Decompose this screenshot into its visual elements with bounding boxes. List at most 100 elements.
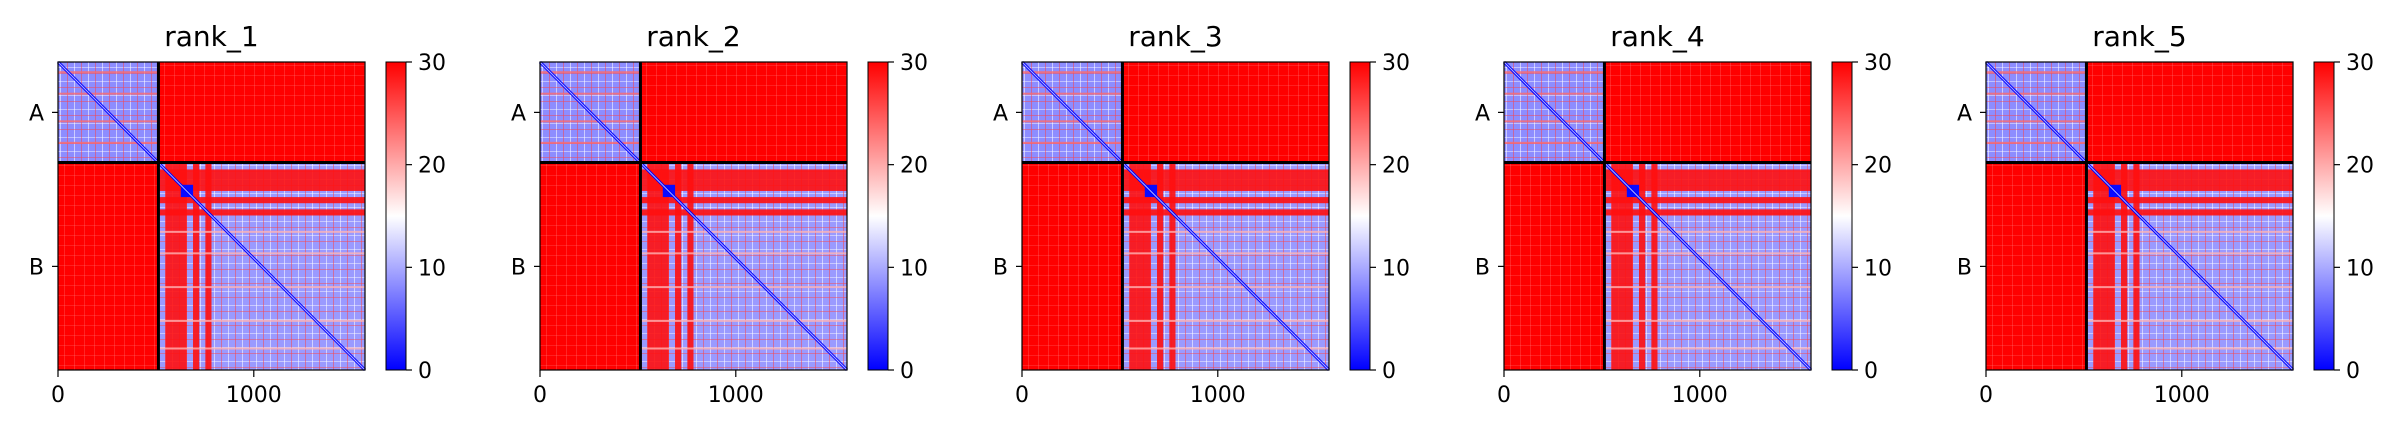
band-row	[1504, 92, 1605, 95]
band-row	[1504, 141, 1605, 144]
x-tick-label: 0	[1979, 383, 1993, 408]
colorbar-tick-label: 0	[418, 359, 432, 384]
band-row	[1504, 71, 1605, 74]
colorbar-gradient	[1831, 61, 1853, 371]
colorbar: 0 10 20 30	[867, 51, 928, 384]
band-row	[1986, 120, 2087, 123]
flex-stripe-col	[675, 162, 682, 370]
band-row	[640, 230, 847, 233]
band-row	[540, 71, 641, 74]
colorbar-tick-label: 0	[2346, 359, 2360, 384]
colorbar-tick-label: 20	[1382, 154, 1410, 179]
band-row	[1022, 71, 1123, 74]
panel-title: rank_1	[164, 20, 258, 53]
colorbar-tick-label: 30	[2346, 51, 2374, 76]
band-row	[540, 120, 641, 123]
band-row	[58, 71, 159, 74]
y-tick-label: A	[29, 101, 44, 126]
band-row	[1986, 141, 2087, 144]
band-row	[158, 286, 365, 289]
band-row	[1986, 92, 2087, 95]
x-tick-label: 1000	[1672, 383, 1728, 408]
colorbar-tick-label: 0	[1864, 359, 1878, 384]
band-row	[2086, 347, 2293, 350]
y-tick-label: B	[1957, 255, 1972, 280]
band-row	[640, 347, 847, 350]
flex-stripe-row	[1604, 197, 1811, 204]
heatmap-frame	[1503, 61, 1812, 371]
heatmap-panel: rank_2 A B 0 1000 0 10 20 30	[511, 20, 928, 408]
band-row	[1986, 71, 2087, 74]
heatmap-frame	[57, 61, 366, 371]
x-tick-label: 1000	[708, 383, 764, 408]
band-row	[58, 120, 159, 123]
x-tick-label: 0	[51, 383, 65, 408]
x-tick-label: 0	[533, 383, 547, 408]
band-row	[1022, 141, 1123, 144]
colorbar: 0 10 20 30	[385, 51, 446, 384]
colorbar: 0 10 20 30	[1349, 51, 1410, 384]
colorbar-tick-label: 10	[1864, 256, 1892, 281]
flex-stripe-col	[1651, 162, 1658, 370]
heatmap-panel: rank_1 A B 0 1000 0 10 20 30	[29, 20, 446, 408]
flex-stripe-col	[1639, 162, 1646, 370]
colorbar: 0 10 20 30	[1831, 51, 1892, 384]
colorbar-tick-label: 30	[1864, 51, 1892, 76]
band-row	[1022, 120, 1123, 123]
y-tick-label: B	[993, 255, 1008, 280]
colorbar-tick-label: 30	[1382, 51, 1410, 76]
flex-stripe-row	[1122, 209, 1329, 216]
band-row	[58, 141, 159, 144]
colorbar-gradient	[1349, 61, 1371, 371]
band-row	[58, 92, 159, 95]
band-row	[2086, 252, 2293, 255]
y-tick-label: A	[993, 101, 1008, 126]
band-row	[1604, 319, 1811, 322]
colorbar-tick-label: 10	[2346, 256, 2374, 281]
band-row	[540, 92, 641, 95]
band-row	[1604, 286, 1811, 289]
flex-stripe-col	[687, 162, 694, 370]
band-row	[2086, 286, 2293, 289]
band-row	[158, 319, 365, 322]
heatmap-panel: rank_5 A B 0 1000 0 10 20 30	[1957, 20, 2374, 408]
band-row	[1504, 120, 1605, 123]
colorbar-tick-label: 20	[2346, 154, 2374, 179]
flex-stripe-col	[1157, 162, 1164, 370]
band-row	[1604, 252, 1811, 255]
x-tick-label: 1000	[2154, 383, 2210, 408]
colorbar-tick-label: 30	[900, 51, 928, 76]
colorbar-tick-label: 10	[418, 256, 446, 281]
band-row	[1122, 230, 1329, 233]
flex-stripe-row	[640, 197, 847, 204]
flex-stripe-row	[158, 209, 365, 216]
diagonal-highlight	[1985, 61, 2294, 371]
flex-stripe-row	[1604, 209, 1811, 216]
colorbar-gradient	[385, 61, 407, 371]
flex-stripe-row	[1122, 197, 1329, 204]
band-row	[2086, 319, 2293, 322]
x-tick-label: 1000	[226, 383, 282, 408]
band-row	[158, 252, 365, 255]
heatmap-frame	[1985, 61, 2294, 371]
band-row	[1122, 286, 1329, 289]
flex-stripe-row	[158, 197, 365, 204]
y-tick-label: A	[1475, 101, 1490, 126]
flex-stripe-row	[2086, 197, 2293, 204]
band-row	[540, 141, 641, 144]
band-row	[1122, 252, 1329, 255]
heatmap-panel: rank_4 A B 0 1000 0 10 20 30	[1475, 20, 1892, 408]
band-row	[158, 230, 365, 233]
x-tick-label: 0	[1015, 383, 1029, 408]
band-row	[640, 319, 847, 322]
y-tick-label: B	[511, 255, 526, 280]
heatmap-panel: rank_3 A B 0 1000 0 10 20 30	[993, 20, 1410, 408]
band-row	[640, 286, 847, 289]
heatmap-frame	[1021, 61, 1330, 371]
band-row	[1022, 92, 1123, 95]
y-tick-label: A	[1957, 101, 1972, 126]
panel-title: rank_5	[2092, 20, 2186, 53]
panel-title: rank_3	[1128, 20, 1222, 53]
colorbar-tick-label: 20	[1864, 154, 1892, 179]
y-tick-label: B	[1475, 255, 1490, 280]
